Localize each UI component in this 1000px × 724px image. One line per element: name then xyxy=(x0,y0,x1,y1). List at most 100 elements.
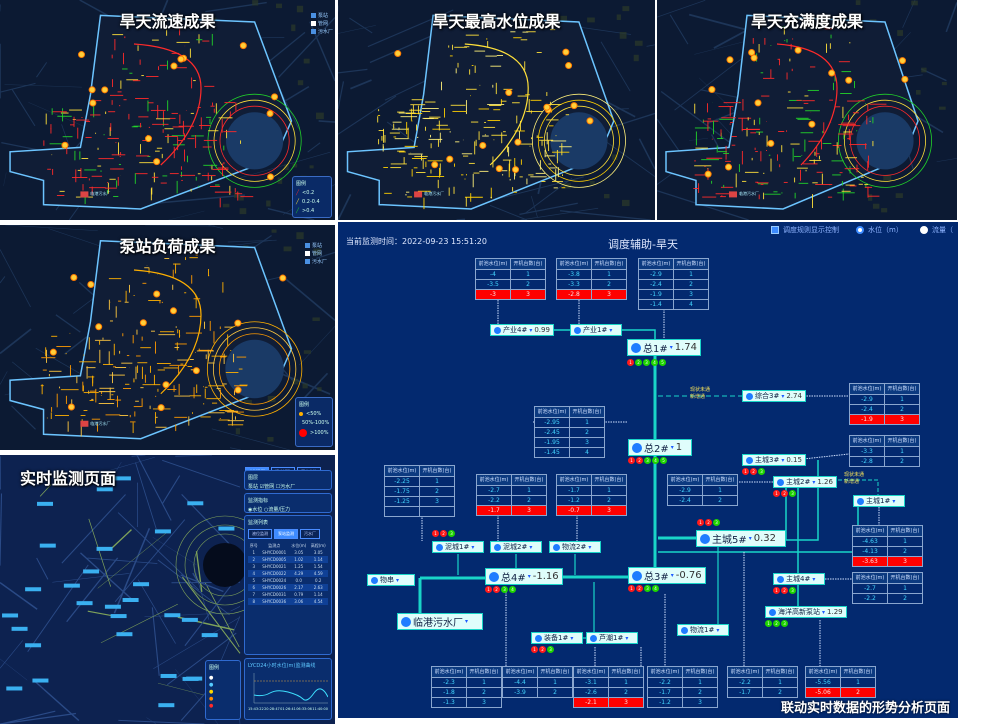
pump-station-node[interactable]: 物串 ▾ xyxy=(367,574,415,586)
pump-rule-table: 前池水位(m) 开机台数(台) -2.95 1 -2.45 2 -1.95 3 -1.45 4 xyxy=(534,406,605,458)
pump-station-marker xyxy=(162,381,170,389)
pump-station-node[interactable]: 产业1# ▾ xyxy=(570,324,622,336)
table-row[interactable]: 7 SHYCD0031 0.79 1.14 xyxy=(252,592,323,597)
pipe-network-map[interactable] xyxy=(0,0,335,220)
checkbox-icon[interactable] xyxy=(771,226,779,234)
pump-station-node[interactable]: 临港污水厂 ▾ xyxy=(397,613,483,630)
pump-station-marker xyxy=(828,69,836,77)
level-curve-chart xyxy=(253,673,328,704)
layer-toggle[interactable]: 泵站 管网 污水厂 xyxy=(311,12,333,36)
dropdown-icon[interactable]: ▾ xyxy=(812,478,816,486)
pump-status-dot: 2 xyxy=(705,519,712,526)
pump-station-node[interactable]: 总4# ▾ -1.16 xyxy=(485,568,563,585)
radio-icon[interactable] xyxy=(920,226,928,234)
max-level-result-map[interactable]: 旱天最高水位成果 临港污水厂 xyxy=(338,0,655,220)
pump-status-dot: 1 xyxy=(627,359,634,366)
layer-toggle[interactable]: 泵站 管网 污水厂 xyxy=(305,242,327,266)
dropdown-icon[interactable]: ▾ xyxy=(716,626,720,634)
pump-station-node[interactable]: 泥城1# ▾ xyxy=(432,541,484,553)
dropdown-icon[interactable]: ▾ xyxy=(670,444,674,451)
dropdown-icon[interactable]: ▾ xyxy=(465,618,469,625)
pipe-network-map[interactable] xyxy=(0,225,335,450)
dropdown-icon[interactable]: ▾ xyxy=(625,634,629,642)
dropdown-icon[interactable]: ▾ xyxy=(396,576,400,584)
index-box: 监测指标 ◉水位 ○流量/压力 xyxy=(244,493,332,513)
pump-icon xyxy=(777,575,784,583)
pump-status-dot: 3 xyxy=(643,359,650,366)
pump-station-marker xyxy=(586,117,594,125)
pump-station-node[interactable]: 主城1# ▾ xyxy=(853,495,905,507)
lake xyxy=(550,112,608,170)
rule-display-checkbox[interactable]: 调度规则显示控制 xyxy=(771,225,839,235)
dropdown-icon[interactable]: ▾ xyxy=(471,543,475,551)
pump-station-node[interactable]: 主城5# ▾ 0.32 xyxy=(696,530,786,547)
dropdown-icon[interactable]: ▾ xyxy=(822,608,826,616)
pump-station-node[interactable]: 主城3# ▾ 0.15 xyxy=(742,454,806,466)
dropdown-icon[interactable]: ▾ xyxy=(588,543,592,551)
radio-water-level[interactable]: 水位（m） xyxy=(856,225,903,235)
table-row[interactable]: 4 SHYCD0022 4.29 4.59 xyxy=(248,570,328,577)
table-row: -2.1 3 xyxy=(573,697,644,708)
dropdown-icon[interactable]: ▾ xyxy=(781,392,785,400)
pump-station-marker xyxy=(234,386,242,394)
pump-station-node[interactable]: 总2# ▾ 1 xyxy=(628,439,692,456)
pump-icon xyxy=(632,570,642,581)
table-row[interactable]: 3 SHYCD0021 1.25 1.54 xyxy=(252,564,323,569)
pump-station-node[interactable]: 物流2# ▾ xyxy=(549,541,601,553)
pump-station-marker xyxy=(808,120,816,128)
dropdown-icon[interactable]: ▾ xyxy=(812,575,816,583)
pump-station-node[interactable]: 总3# ▾ -0.76 xyxy=(628,567,706,584)
radio-selected-icon[interactable] xyxy=(856,226,864,234)
layer-checkbox[interactable]: 泵站 xyxy=(248,484,259,490)
table-row[interactable]: 6 SHYCD0026 2.17 2.63 xyxy=(248,584,328,591)
pump-station-node[interactable]: 总1# ▾ 1.74 xyxy=(627,339,702,356)
dropdown-icon[interactable]: ▾ xyxy=(529,543,533,551)
panel-title: 旱天最高水位成果 xyxy=(432,12,561,31)
dropdown-icon[interactable]: ▾ xyxy=(748,535,752,542)
pump-station-node[interactable]: 主城4# ▾ xyxy=(773,573,825,585)
pump-rule-table: 前池水位(m) 开机台数(台) -4 1 -3.5 2 -3 3 xyxy=(475,258,546,300)
legend-panel: 图例 ╱ <0.2 ╱ 0.2-0.4 ╱ >0.4 xyxy=(292,176,332,218)
pump-load-result-map[interactable]: 泵站负荷成果 泵站 管网 污水厂 图例 <50% 50%-100% >100% 临港… xyxy=(0,225,335,450)
monitor-point-tag xyxy=(96,546,113,551)
radio-flow[interactable]: 流量（ xyxy=(920,225,953,235)
pump-station-node[interactable]: 芦潮1# ▾ xyxy=(586,632,638,644)
dropdown-icon[interactable]: ▾ xyxy=(570,634,574,642)
dropdown-icon[interactable]: ▾ xyxy=(670,572,674,579)
fullness-result-map[interactable]: 旱天充满度成果 临港污水厂 xyxy=(657,0,957,220)
pump-status-dot: 5 xyxy=(659,359,666,366)
table-row: -2.9 1 xyxy=(849,394,920,405)
dropdown-icon[interactable]: ▾ xyxy=(527,573,531,580)
pump-station-node[interactable]: 主城2# ▾ 1.26 xyxy=(773,476,837,488)
pump-station-node[interactable]: 装备1# ▾ xyxy=(531,632,583,644)
pump-station-node[interactable]: 物流1# ▾ xyxy=(677,624,729,636)
page-caption: 联动实时数据的形势分析页面 xyxy=(780,701,950,716)
table-row[interactable]: 2 SHYCD0005 1.02 1.14 xyxy=(248,556,328,563)
table-row[interactable]: 8 SHYCD0036 3.06 4.54 xyxy=(248,598,328,605)
pump-station-node[interactable]: 海洋高新泵站 ▾ 1.29 xyxy=(765,606,847,618)
dispatch-schematic-page: 当前监测时间：2022-09-23 15:51:20 调度辅助-旱天 调度规则显… xyxy=(338,222,958,718)
pump-station-marker xyxy=(767,139,775,147)
pump-station-node[interactable]: 产业4# ▾ 0.99 xyxy=(490,324,554,336)
table-row: -1.25 3 xyxy=(384,496,455,507)
table-row[interactable]: 1 SHYCD0001 3.05 3.05 xyxy=(252,550,323,555)
pump-station-marker xyxy=(61,141,69,149)
pump-status-dot: 2 xyxy=(781,490,788,497)
pump-station-marker xyxy=(95,323,103,331)
dropdown-icon[interactable]: ▾ xyxy=(529,326,533,334)
dropdown-icon[interactable]: ▾ xyxy=(609,326,613,334)
dropdown-icon[interactable]: ▾ xyxy=(781,456,785,464)
realtime-monitor-page[interactable]: 实时监测页面 实时监测调度辅助历史查询 图层 泵站 ☑管网 ☐污水厂 监测指标 … xyxy=(0,455,335,724)
pipe-network-map[interactable] xyxy=(657,0,957,220)
flow-result-map[interactable]: 旱天流速成果 泵站 管网 污水厂 图例 ╱ <0.2 ╱ 0.2-0.4 ╱ >0.4 临… xyxy=(0,0,335,220)
pump-station-node[interactable]: 综合3# ▾ 2.74 xyxy=(742,390,806,402)
dropdown-icon[interactable]: ▾ xyxy=(669,344,673,351)
pump-station-marker xyxy=(101,86,109,94)
dropdown-icon[interactable]: ▾ xyxy=(892,497,896,505)
page-title: 调度辅助-旱天 xyxy=(608,238,678,251)
table-row[interactable]: 5 SHYCD0024 0.0 0.2 xyxy=(252,578,322,583)
pump-station-node[interactable]: 泥城2# ▾ xyxy=(490,541,542,553)
pipe-network-map[interactable] xyxy=(338,0,655,220)
